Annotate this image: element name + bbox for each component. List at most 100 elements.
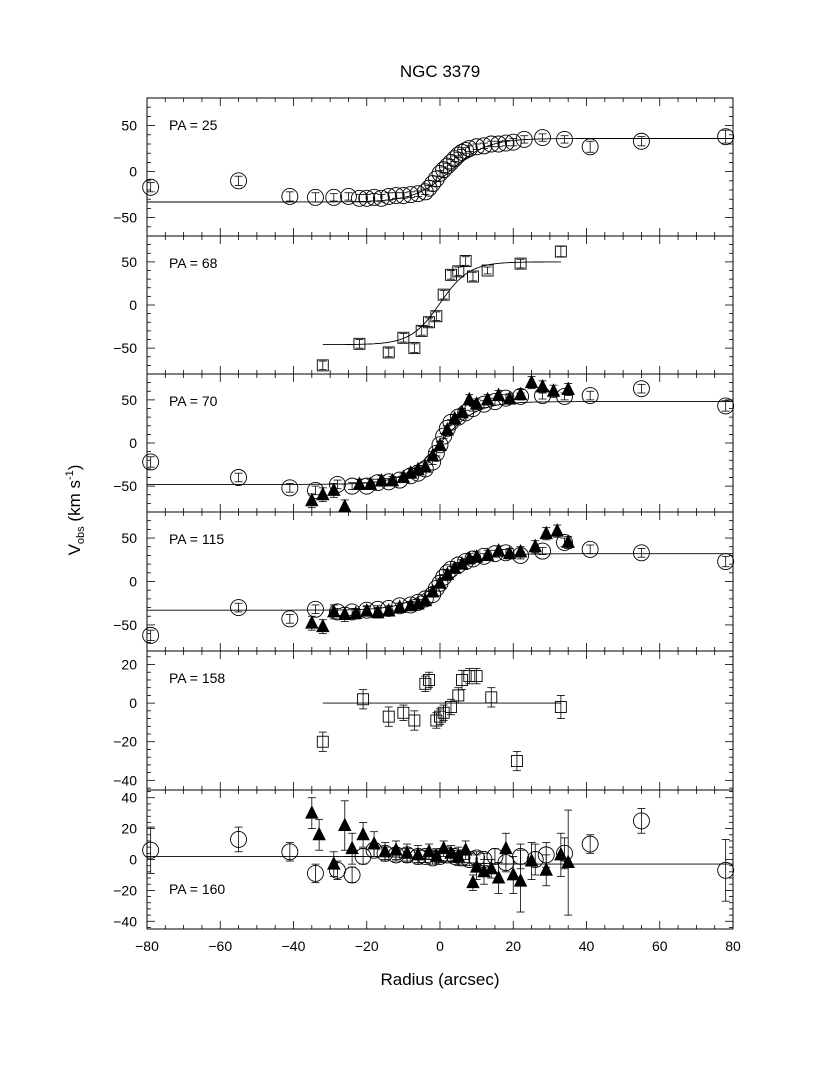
data-point: [463, 670, 476, 683]
data-point: [632, 380, 650, 398]
y-axis-label-main: V: [65, 543, 84, 555]
data-point: [343, 866, 361, 884]
data-point: [470, 670, 483, 683]
data-point: [438, 157, 456, 175]
data-point: [485, 691, 498, 704]
data-point: [481, 264, 494, 277]
data-point: [581, 138, 599, 156]
y-tick-label: 40: [121, 790, 137, 806]
y-tick-label: 50: [121, 118, 137, 134]
data-point: [230, 469, 248, 486]
y-tick-label: −40: [113, 913, 137, 929]
data-point: [338, 606, 352, 620]
data-point: [371, 604, 385, 619]
data-point: [397, 706, 410, 719]
panel-6: −40 −20 0 20 40 PA = 160 −80 −60 −40 −20 0 20 40 60 80: [113, 789, 741, 954]
data-point: [442, 153, 460, 171]
x-tick-label: −60: [208, 938, 232, 954]
data-point: [554, 846, 568, 861]
data-point: [504, 133, 522, 151]
data-point: [455, 404, 469, 419]
data-point: [435, 427, 453, 445]
panel-frame: [146, 235, 734, 375]
data-point: [717, 128, 735, 146]
data-point: [490, 135, 508, 153]
data-point: [281, 187, 299, 205]
data-point: [514, 257, 527, 270]
data-point: [524, 853, 539, 867]
data-point: [433, 437, 447, 452]
y-tick-label: 20: [121, 821, 137, 837]
data-point: [502, 545, 517, 560]
x-tick-label: 80: [725, 938, 741, 954]
data-point: [392, 599, 407, 614]
data-point: [515, 130, 533, 148]
data-point: [352, 476, 367, 490]
panel-3: −50 0 50 PA = 70: [113, 373, 735, 513]
data-point: [480, 547, 495, 561]
data-point: [453, 143, 471, 161]
data-point: [491, 387, 506, 402]
data-point: [349, 605, 363, 620]
panel-label: PA = 158: [169, 670, 225, 686]
data-point: [534, 129, 551, 147]
data-point: [446, 150, 464, 168]
data-point: [499, 840, 513, 855]
y-tick-label: 0: [129, 297, 137, 313]
data-point: [381, 603, 396, 617]
data-point: [535, 378, 550, 393]
data-point: [430, 310, 443, 323]
data-point: [459, 255, 472, 267]
panel-4: −50 0 50 PA = 115: [113, 511, 735, 652]
data-point: [327, 856, 341, 870]
data-point: [358, 189, 376, 207]
data-point: [415, 324, 428, 337]
data-point: [420, 179, 438, 197]
panel-label: PA = 70: [169, 393, 218, 409]
x-tick-label: 0: [436, 938, 444, 954]
data-point: [425, 583, 440, 598]
data-point: [316, 618, 330, 633]
data-point: [469, 859, 484, 873]
data-point: [380, 187, 398, 205]
data-point: [419, 677, 432, 690]
y-tick-label: 0: [129, 852, 137, 868]
x-axis-label: Radius (arcsec): [380, 970, 499, 989]
panel-5: −40 −20 0 20 PA = 158: [113, 650, 734, 791]
y-tick-label: −20: [113, 734, 137, 750]
data-point: [142, 626, 160, 644]
panel-label: PA = 160: [169, 881, 225, 897]
y-tick-label: 20: [121, 657, 137, 673]
y-tick-label: −50: [113, 210, 137, 226]
data-point: [422, 843, 436, 858]
data-point: [581, 387, 599, 405]
y-tick-label: 50: [121, 392, 137, 408]
data-point: [382, 710, 395, 723]
data-point: [339, 187, 357, 205]
data-point: [469, 396, 484, 410]
data-point: [367, 836, 381, 850]
panel-label: PA = 25: [169, 117, 218, 133]
data-point: [497, 134, 515, 152]
data-point: [581, 835, 599, 853]
data-point: [409, 185, 427, 203]
data-point: [717, 397, 735, 415]
y-tick-label: 0: [129, 435, 137, 451]
data-point: [394, 187, 412, 204]
data-point: [305, 805, 319, 819]
data-point: [357, 693, 370, 706]
data-point: [338, 817, 352, 831]
data-point: [513, 543, 528, 558]
panel-2: −50 0 50 PA = 68: [113, 235, 734, 375]
data-point: [556, 533, 573, 551]
data-point: [491, 870, 506, 884]
data-point: [378, 843, 392, 858]
panel-label: PA = 68: [169, 255, 218, 271]
data-point: [402, 186, 420, 204]
data-point: [230, 172, 248, 190]
y-tick-label: 0: [129, 574, 137, 590]
data-point: [466, 874, 480, 889]
data-point: [445, 268, 457, 281]
data-point: [539, 525, 553, 540]
data-point: [425, 447, 440, 462]
